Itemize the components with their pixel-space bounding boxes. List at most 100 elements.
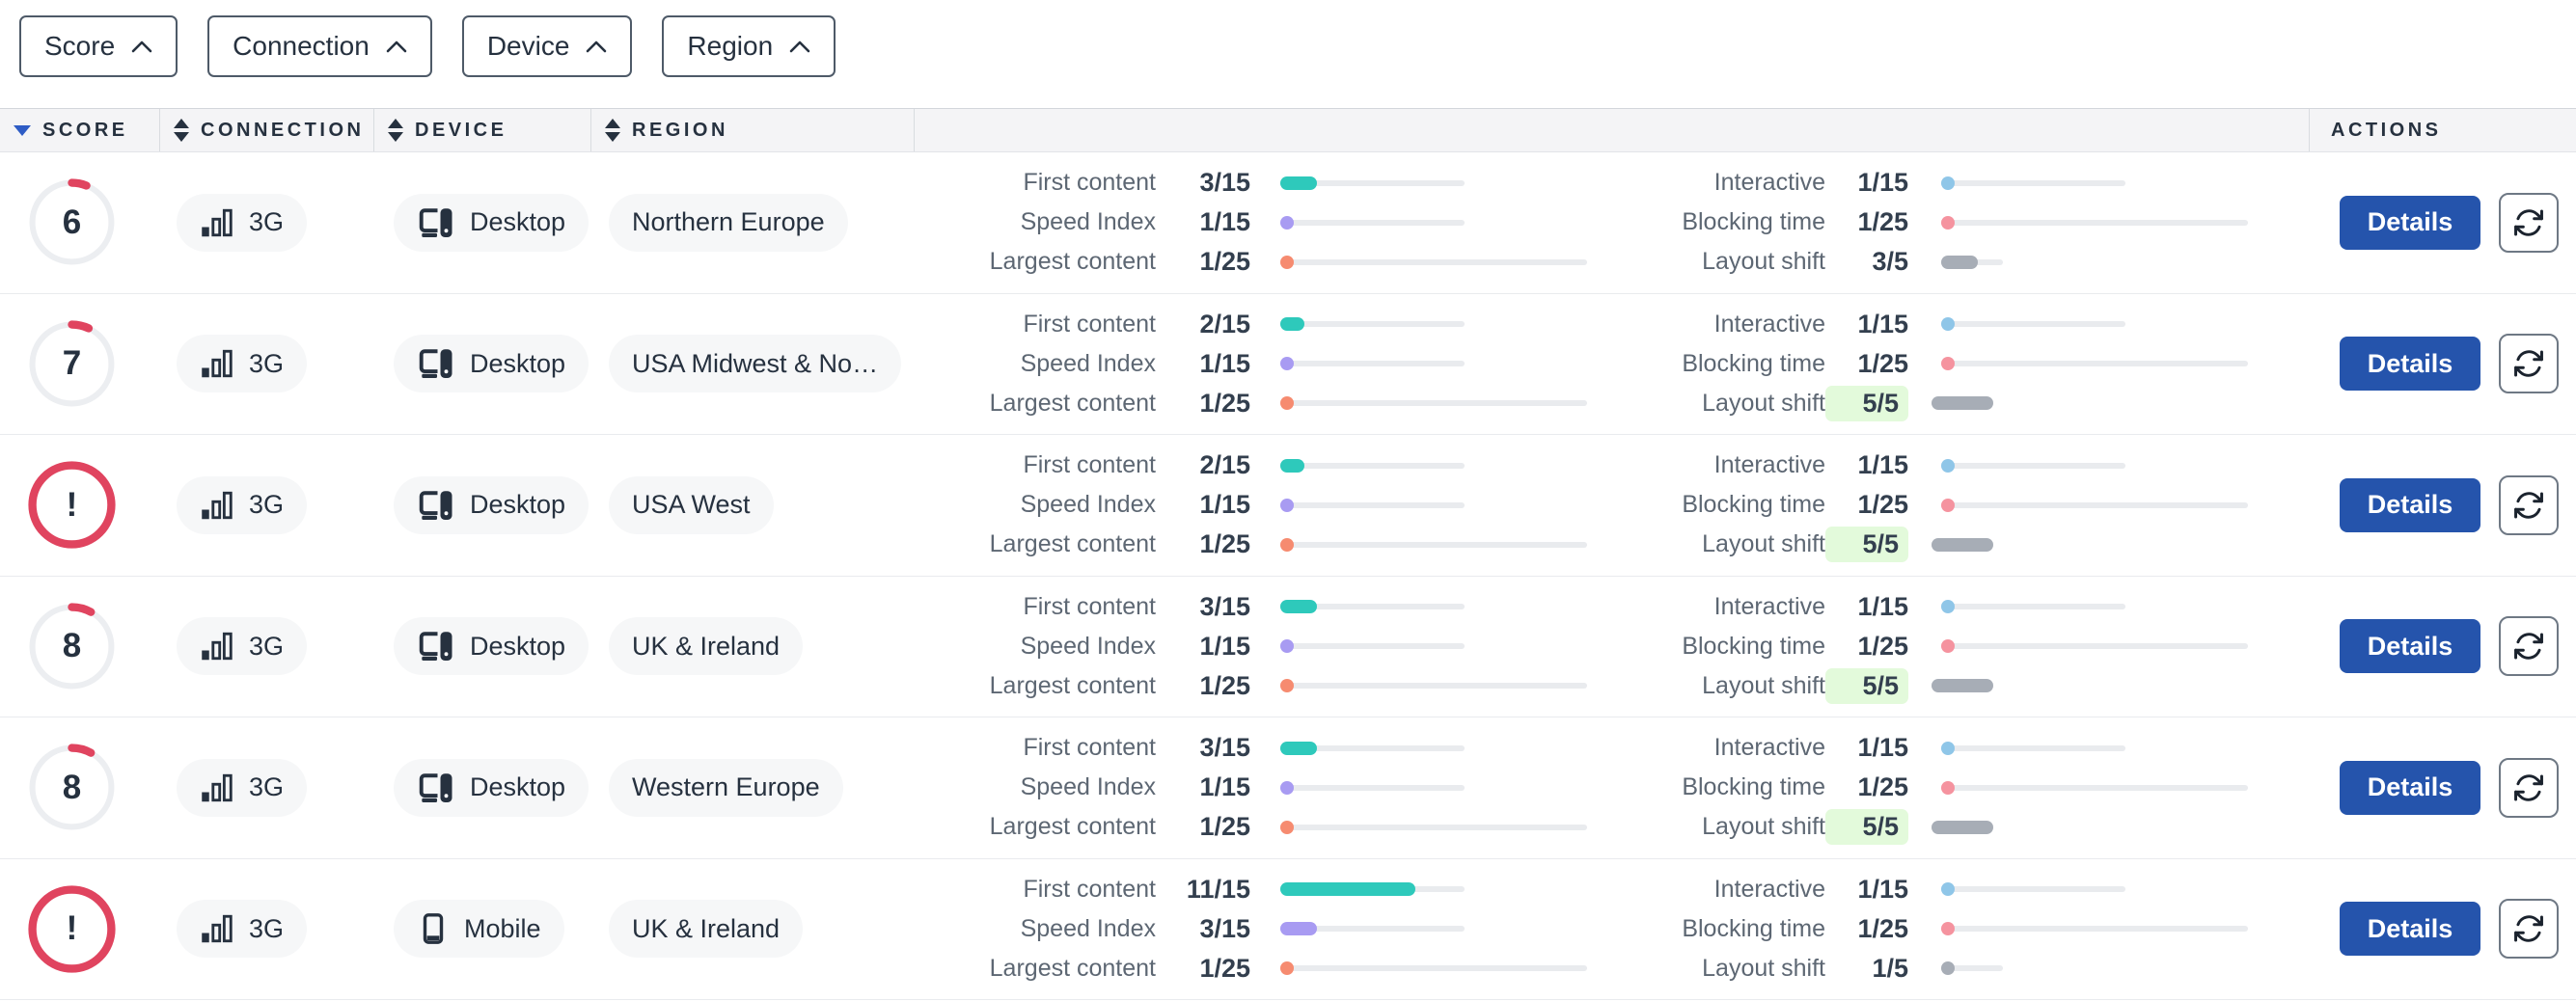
metrics-left: First content 2/15 Speed Index 1/15 Largest … — [915, 435, 1602, 576]
metric-value: 1/15 — [1857, 733, 1908, 763]
connection-badge: 3G — [177, 758, 308, 817]
desktop-icon — [419, 208, 452, 237]
metric-line: Blocking time 1/25 — [1621, 490, 2248, 519]
metric-line: Interactive 1/15 — [1621, 733, 2125, 763]
metric-value: 1/15 — [1199, 772, 1250, 802]
device-badge: Desktop — [394, 335, 589, 393]
metric-line: Blocking time 1/25 — [1621, 772, 2248, 801]
metric-bar — [1932, 395, 1993, 411]
region-badge: USA West — [609, 475, 774, 534]
details-button[interactable]: Details — [2340, 337, 2480, 392]
metrics-left: First content 11/15 Speed Index 3/15 Largest… — [915, 859, 1602, 1000]
device-badge: Mobile — [394, 900, 564, 959]
retest-button[interactable] — [2499, 616, 2559, 677]
column-header-region[interactable]: Region — [591, 109, 915, 151]
retest-button[interactable] — [2499, 334, 2559, 394]
desktop-icon — [419, 773, 452, 802]
metrics-right: Interactive 1/15 Blocking time 1/25 Layout s… — [1621, 294, 2296, 435]
metric-bar — [1280, 638, 1465, 654]
metric-line: Layout shift 5/5 — [1621, 385, 1993, 421]
metric-value: 3/15 — [1199, 913, 1250, 943]
metric-line: First content 2/15 — [915, 450, 1465, 479]
metric-label: Interactive — [1713, 169, 1825, 197]
metric-label: First content — [1023, 310, 1156, 338]
retest-button[interactable] — [2499, 474, 2559, 535]
metric-value: 1/15 — [1199, 207, 1250, 237]
metric-label: Largest content — [989, 954, 1156, 982]
metric-line: Blocking time 1/25 — [1621, 632, 2248, 661]
metric-line: Largest content 1/25 — [915, 954, 1587, 983]
metric-label: First content — [1023, 592, 1156, 620]
details-button[interactable]: Details — [2340, 760, 2480, 815]
region-badge: Northern Europe — [609, 193, 848, 252]
region-cell: Western Europe — [591, 717, 915, 858]
table-body: 6 3G — [0, 152, 2576, 1000]
device-label: Desktop — [470, 631, 566, 661]
metric-line: Speed Index 3/15 — [915, 913, 1465, 943]
score-ring: 8 — [27, 602, 117, 691]
metric-line: Speed Index 1/15 — [915, 490, 1465, 519]
metrics-right: Interactive 1/15 Blocking time 1/25 Layout s… — [1621, 717, 2296, 858]
sort-both-icon — [174, 119, 189, 142]
sort-both-icon — [605, 119, 620, 142]
metric-label: Largest content — [989, 813, 1156, 841]
metric-bar — [1941, 356, 2248, 371]
filter-connection-button[interactable]: Connection — [207, 15, 432, 77]
filter-device-button[interactable]: Device — [461, 15, 633, 77]
filter-region-button[interactable]: Region — [662, 15, 836, 77]
metric-bar — [1941, 316, 2125, 332]
score-ring: ! — [27, 460, 117, 550]
score-ring: ! — [27, 884, 117, 974]
metric-bar — [1941, 921, 2248, 936]
connection-label: 3G — [249, 772, 285, 802]
score-value: ! — [66, 485, 78, 524]
region-cell: USA Midwest & No… — [591, 294, 915, 435]
details-button[interactable]: Details — [2340, 902, 2480, 957]
details-button[interactable]: Details — [2340, 477, 2480, 532]
metric-line: Speed Index 1/15 — [915, 632, 1465, 661]
metric-line: Interactive 1/15 — [1621, 592, 2125, 621]
metric-bar — [1280, 820, 1587, 835]
metric-value: 1/25 — [1199, 812, 1250, 842]
metric-bar — [1941, 215, 2248, 230]
actions-cell: Details — [2309, 577, 2576, 717]
metric-line: Largest content 1/25 — [915, 812, 1587, 842]
metric-label: Interactive — [1713, 875, 1825, 903]
column-header-connection[interactable]: Connection — [160, 109, 374, 151]
metric-bar — [1280, 780, 1465, 796]
metric-bar — [1941, 599, 2125, 614]
device-label: Desktop — [470, 490, 566, 520]
metric-line: Speed Index 1/15 — [915, 207, 1465, 237]
device-cell: Desktop — [374, 717, 591, 858]
table-header: Score Connection Device Region Actions — [0, 108, 2576, 152]
connection-badge: 3G — [177, 193, 308, 252]
column-header-score[interactable]: Score — [0, 109, 160, 151]
retest-button[interactable] — [2499, 192, 2559, 253]
device-cell: Desktop — [374, 577, 591, 717]
metric-value: 1/15 — [1857, 309, 1908, 338]
connection-cell: 3G — [160, 859, 374, 1000]
region-label: Western Europe — [632, 772, 820, 802]
device-label: Mobile — [464, 913, 541, 943]
score-ring: 8 — [27, 743, 117, 832]
metric-line: Blocking time 1/25 — [1621, 207, 2248, 236]
metric-label: First content — [1023, 169, 1156, 197]
details-button[interactable]: Details — [2340, 619, 2480, 674]
device-label: Desktop — [470, 348, 566, 378]
connection-cell: 3G — [160, 577, 374, 717]
metric-bar — [1280, 599, 1465, 614]
metric-line: First content 3/15 — [915, 733, 1465, 762]
metric-bar — [1280, 176, 1465, 191]
metric-value: 5/5 — [1825, 809, 1908, 846]
metrics-left: First content 3/15 Speed Index 1/15 Largest … — [915, 152, 1602, 293]
filter-score-button[interactable]: Score — [19, 15, 178, 77]
retest-button[interactable] — [2499, 757, 2559, 818]
score-value: 8 — [62, 627, 82, 665]
refresh-icon — [2514, 492, 2543, 519]
metric-line: Largest content 1/25 — [915, 529, 1587, 558]
details-button[interactable]: Details — [2340, 195, 2480, 250]
retest-button[interactable] — [2499, 899, 2559, 960]
column-header-device[interactable]: Device — [374, 109, 591, 151]
desktop-icon — [419, 491, 452, 520]
metric-label: Blocking time — [1682, 632, 1825, 660]
